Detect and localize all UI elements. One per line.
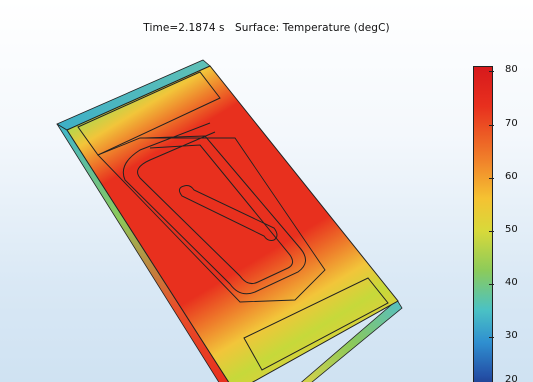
colorbar-tick [489,71,494,72]
bottom-pocket-outline [243,277,389,371]
central-slot [178,185,278,241]
temperature-colorbar [473,66,493,382]
colorbar-label-80: 80 [505,64,518,75]
colorbar-label-20: 20 [505,374,518,382]
colorbar-label-30: 30 [505,330,518,341]
colorbar-tick [489,178,494,179]
colorbar-tick [489,284,494,285]
serpentine-channel-inner [137,131,294,284]
colorbar-tick [489,125,494,126]
temperature-surface-plot[interactable] [0,0,470,382]
plot-time-label: Time=2.1874 s [143,22,225,34]
colorbar-label-50: 50 [505,224,518,235]
plot-title: Time=2.1874 s Surface: Temperature (degC… [0,22,533,34]
plate-right-side [301,299,403,382]
serpentine-channel-outer [122,122,306,295]
plot-surface-label: Surface: Temperature (degC) [234,22,390,34]
plate-top-surface [66,65,399,382]
colorbar-label-70: 70 [505,118,518,129]
channel-region-outline [97,137,326,303]
colorbar-label-60: 60 [505,171,518,182]
colorbar-tick [489,337,494,338]
colorbar-tick [489,231,494,232]
top-pocket-outline [77,71,221,156]
colorbar-label-40: 40 [505,277,518,288]
